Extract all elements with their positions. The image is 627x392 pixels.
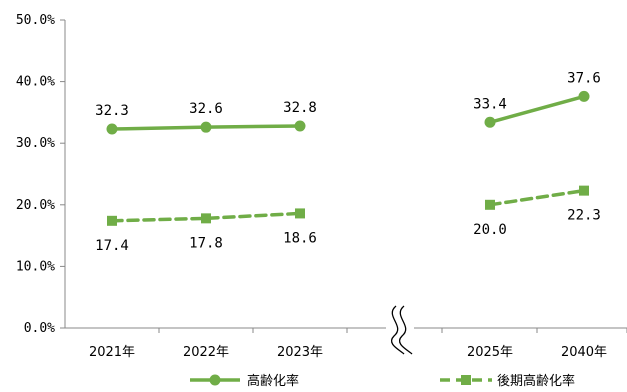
x-axis-ticks: 2021年 2022年 2023年 2025年 2040年	[89, 328, 627, 360]
data-point-circle	[106, 123, 118, 135]
x-tick-label: 2023年	[277, 345, 323, 360]
data-label: 32.3	[95, 103, 129, 119]
data-labels: 32.3 32.6 32.8 33.4 37.6 17.4 17.8 18.6 20.0 22.3	[95, 70, 601, 253]
legend-marker-square	[461, 375, 471, 385]
data-label: 32.8	[283, 100, 317, 116]
axis-break-line-right	[398, 305, 413, 355]
y-tick-label: 20.0%	[16, 198, 55, 213]
legend-label: 高齢化率	[247, 373, 299, 389]
chart-axes	[64, 20, 627, 329]
legend-marker-circle	[209, 374, 221, 386]
series-lines	[110, 94, 586, 223]
x-tick-label: 2040年	[561, 345, 607, 360]
axis-break-mask	[386, 302, 414, 354]
y-tick-label: 0.0%	[24, 321, 55, 336]
series-line	[488, 188, 586, 207]
data-point-square	[107, 215, 117, 226]
data-point-circle	[578, 90, 590, 102]
y-tick-label: 40.0%	[16, 75, 55, 90]
data-label: 17.8	[189, 235, 223, 251]
series-line	[110, 211, 302, 223]
series-markers	[106, 90, 590, 226]
legend: 高齢化率 後期高齢化率	[190, 373, 575, 389]
y-tick-label: 30.0%	[16, 136, 55, 151]
data-label: 32.6	[189, 101, 223, 117]
x-tick-label: 2022年	[183, 345, 229, 360]
series-line	[488, 94, 586, 125]
legend-label: 後期高齢化率	[497, 373, 575, 389]
data-label: 20.0	[473, 222, 507, 238]
data-point-square	[485, 199, 495, 210]
y-tick-label: 10.0%	[16, 259, 55, 274]
axis-break-line-left	[390, 305, 405, 355]
data-label: 18.6	[283, 230, 317, 246]
axis-break-marker	[386, 302, 414, 355]
data-point-square	[201, 213, 211, 224]
data-point-square	[579, 185, 589, 196]
data-point-circle	[294, 120, 306, 132]
y-tick-label: 50.0%	[16, 13, 55, 28]
x-tick-label: 2025年	[467, 345, 513, 360]
data-point-circle	[484, 116, 496, 128]
y-axis-ticks: 0.0% 10.0% 20.0% 30.0% 40.0% 50.0%	[16, 13, 65, 336]
data-label: 22.3	[567, 208, 601, 224]
data-label: 17.4	[95, 238, 129, 254]
data-point-circle	[200, 121, 212, 133]
data-point-square	[295, 208, 305, 219]
x-tick-label: 2021年	[89, 345, 135, 360]
data-label: 37.6	[567, 70, 601, 86]
data-label: 33.4	[473, 96, 507, 112]
